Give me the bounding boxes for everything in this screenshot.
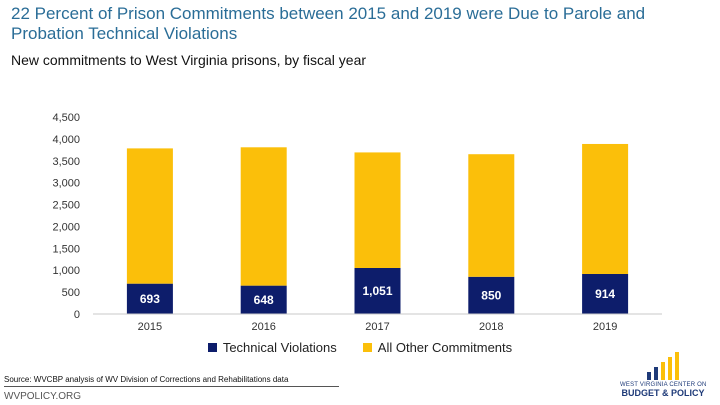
bar-value-label: 850 <box>481 288 501 302</box>
y-tick-label: 4,500 <box>52 112 80 124</box>
stacked-bar-chart: 0 500 1,000 1,500 2,000 2,500 3,000 3,500 4,000 4… <box>52 112 662 333</box>
bar-technical-violations <box>582 273 629 314</box>
legend-swatch-all-other-commitments <box>362 343 372 352</box>
bar-all-other-commitments <box>582 143 629 274</box>
bar-value-label: 1,051 <box>362 284 392 298</box>
y-tick-label: 1,000 <box>52 265 80 277</box>
source-divider <box>4 386 339 387</box>
bar-value-label: 914 <box>595 287 615 301</box>
legend-item-all-other-commitments: All Other Commitments <box>362 340 513 355</box>
organization-logo: WEST VIRGINIA CENTER ON BUDGET & POLICY <box>620 352 706 398</box>
y-tick-label: 0 <box>74 309 80 321</box>
y-tick-label: 500 <box>62 287 80 299</box>
y-tick-label: 2,000 <box>52 221 80 233</box>
bar-all-other-commitments <box>354 152 401 268</box>
source-note: Source: WVCBP analysis of WV Division of… <box>4 375 289 384</box>
bar-all-other-commitments <box>240 147 287 286</box>
bar-all-other-commitments <box>126 148 173 284</box>
y-tick-label: 3,000 <box>52 178 80 190</box>
bar-all-other-commitments <box>468 154 515 277</box>
chart-title: 22 Percent of Prison Commitments between… <box>11 4 646 43</box>
bar-technical-violations <box>468 276 515 314</box>
x-tick-label: 2019 <box>593 321 617 333</box>
bar-value-label: 693 <box>140 292 160 306</box>
bar-technical-violations <box>126 283 173 314</box>
legend-item-technical-violations: Technical Violations <box>207 340 337 355</box>
x-tick-label: 2015 <box>138 321 162 333</box>
y-tick-label: 3,500 <box>52 156 80 168</box>
bar-value-label: 648 <box>254 293 274 307</box>
site-url: WVPOLICY.ORG <box>4 391 82 402</box>
x-tick-label: 2017 <box>365 321 389 333</box>
bar-technical-violations <box>354 267 401 314</box>
x-tick-label: 2016 <box>251 321 275 333</box>
bar-technical-violations <box>240 285 287 314</box>
chart-legend: Technical Violations All Other Commitmen… <box>0 340 720 355</box>
legend-label-technical-violations: Technical Violations <box>222 340 337 355</box>
x-tick-label: 2018 <box>479 321 503 333</box>
legend-label-all-other-commitments: All Other Commitments <box>377 340 513 355</box>
chart-subtitle: New commitments to West Virginia prisons… <box>11 52 367 68</box>
y-tick-label: 2,500 <box>52 200 80 212</box>
logo-text-line2: BUDGET & POLICY <box>621 388 705 398</box>
logo-bars-icon <box>620 352 706 380</box>
y-tick-label: 1,500 <box>52 243 80 255</box>
y-tick-label: 4,000 <box>52 134 80 146</box>
legend-swatch-technical-violations <box>207 343 217 352</box>
logo-text-line1: WEST VIRGINIA CENTER ON <box>620 382 707 388</box>
